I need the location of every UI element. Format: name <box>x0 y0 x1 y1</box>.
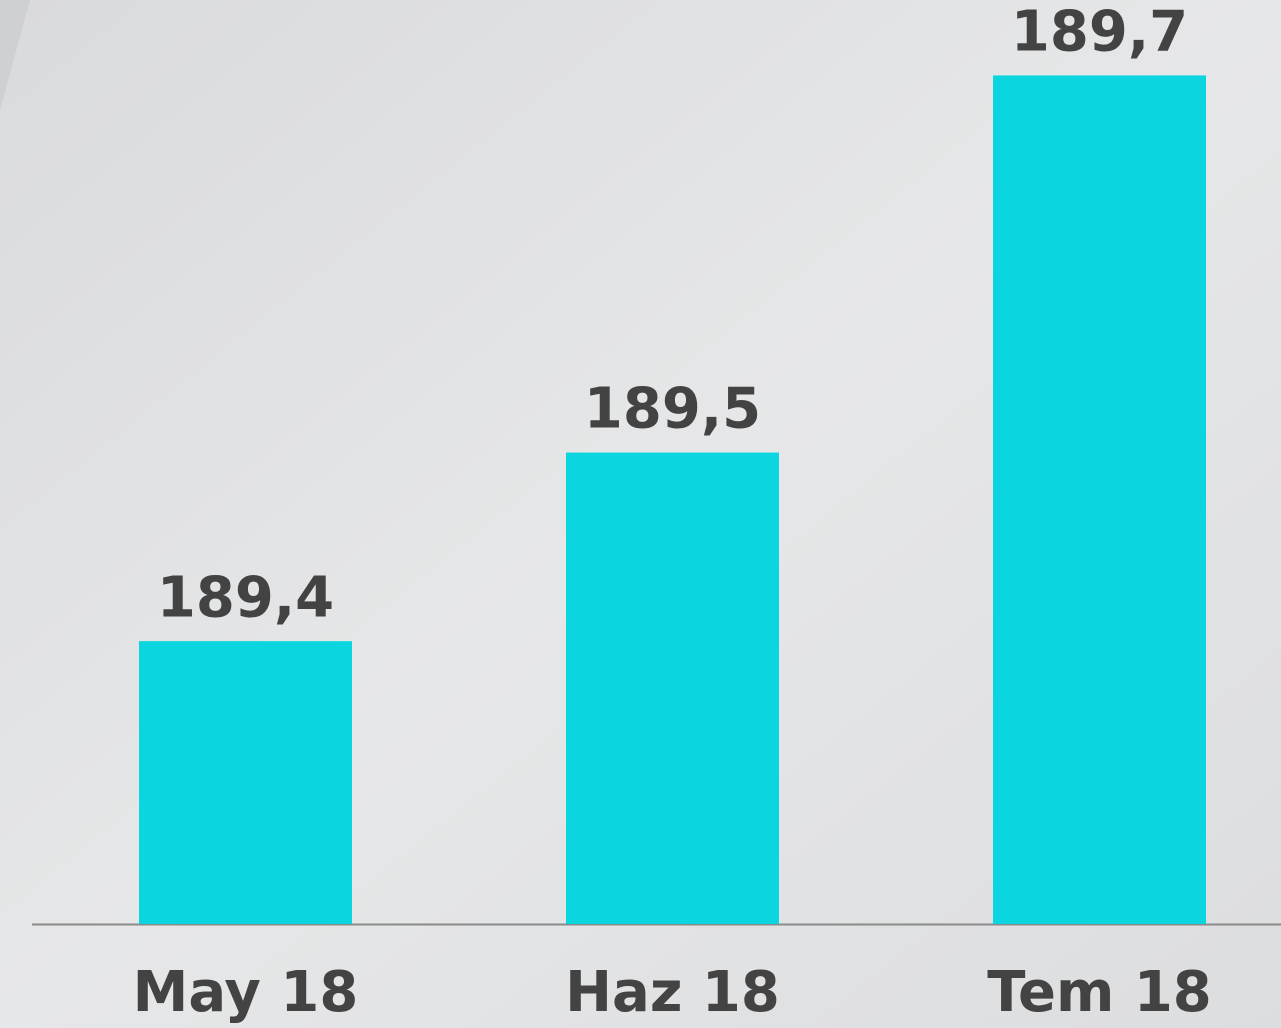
value-label: 189,7 <box>1011 0 1188 65</box>
bar <box>566 452 779 924</box>
value-label: 189,5 <box>584 377 761 442</box>
x-tick-label: Haz 18 <box>565 960 780 1025</box>
background-shape <box>0 0 30 110</box>
bar <box>993 75 1206 924</box>
x-tick-label: Tem 18 <box>987 960 1212 1025</box>
bar <box>139 641 352 924</box>
x-tick-label: May 18 <box>133 960 359 1025</box>
value-label: 189,4 <box>157 565 334 630</box>
